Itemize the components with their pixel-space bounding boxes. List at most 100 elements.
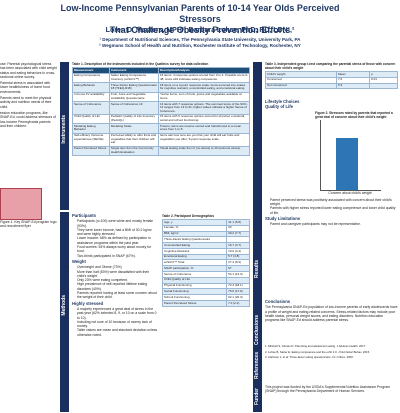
table-cell: In-home FV availability [72,91,110,102]
section-strip [60,212,69,412]
reference: 2. Lohse B, Satter E. Eating competence … [265,349,370,354]
table-row: Concerned 7.6 0.01 [265,76,398,84]
table-cell: ecSI2.0™ Total [161,259,228,267]
table-cell: Eating Competence [72,72,110,84]
table-row: Parent Perceived Stress 7.0 (2.2) [161,299,250,307]
table-row: Child Quality of Life [161,276,250,284]
table3-block: Table 3. Independent group t-test compar… [265,62,398,90]
bullet-list: Parent and caregiver participants may no… [265,222,398,226]
table-cell: Parent Perceived Stress [161,299,228,307]
table-caption: Table 3. Independent group t-test compar… [265,62,396,70]
paragraph: Parents need to meet the physical activi… [0,96,52,109]
table-cell: Emotional Eating [161,253,228,261]
table-row: Sense of Coherence 54.1 (13.3) [161,271,250,278]
table-caption: Table 1. Description of the instruments … [72,62,209,66]
table-row: Sense of Coherence Sense of Coherence 13 1… [72,100,251,115]
bullet: More than half (53%) were dissatisfied w… [77,270,158,279]
table-cell: Not concerned [265,82,337,90]
result-heading: Lifestyle Choices [265,99,300,104]
affiliations: ¹ Department of Nutritional Sciences, Th… [40,37,360,49]
figure-plot [320,119,381,191]
figure-caption: Figure 1. Key SNAP-Ed program logo and r… [0,220,57,229]
table-row: Social Functioning 75.6 (17.9) [161,288,250,296]
table-cell: 7.6 [335,76,371,84]
table-row: Child's weight Mean p [265,71,398,78]
table-cell [226,276,250,284]
table3: Child's weight Mean p Concerned 7.6 0.01 Not c… [265,71,398,90]
affiliation: ¹ Department of Nutritional Sciences, Th… [99,37,301,42]
figure-bar [336,137,358,190]
bullet: Food worries: 54% always worry about mon… [77,245,158,254]
table-cell: Child Quality of Life [161,276,228,284]
table-cell: SNAP participation, % [161,265,228,273]
table-row: Eating Behavior Three Factor Eating Quest… [72,82,251,93]
paragraph: Parental stress is associated with lower… [0,81,51,94]
paragraph: ession education programs, like SNAP-Ed,… [0,110,56,128]
left-column: ose: Parental psychological stress has b… [0,62,57,407]
bullet: Participants (n=100) were white and most… [77,219,158,228]
heading: Highly stressed [72,300,104,306]
bullet: Including not sure of 10 because of mone… [77,320,158,329]
table-cell: Modeling Eating Behavior [72,123,110,134]
table-row: Eating Competence Satter Eating Competenc… [72,72,251,84]
paragraph: ose: Parental psychological stress has b… [0,62,57,79]
bullet: A majority experienced a great deal of s… [77,307,158,320]
table-cell: Social Functioning [161,288,228,296]
table-row: Emotional Eating 5.7 (4.8) [161,253,250,261]
bullet: Parent perceived stress was positively a… [270,198,398,207]
bullet: Only 23% were eating competent. [77,278,158,282]
table-cell: Pediatric Quality of Life Inventory (Ped… [108,113,159,125]
table2: Age, y 41.1 (5.8) Female, % 93 BMI, kg/m² 30.… [161,219,250,307]
title-line: Low-Income Pennsylvanian Parents of 10-1… [60,3,340,24]
table-cell: Yes/no items; sum of fruits, juices and … [157,91,251,102]
table-cell: Modeling Scale [108,123,159,134]
section-label: Methods [61,295,67,316]
bullet: Overweight and Obese (73%) [77,265,158,269]
table-cell: Eating Behavior [72,82,110,93]
table-cell: Single item from the Community Health Ev… [108,145,159,156]
table-row: SNAP participation, % 67 [161,265,250,273]
paragraph: This project was funded by the USDA's Su… [265,385,391,394]
table-cell: Sense of Coherence 13 [108,100,159,115]
bullet: Lower income: 68% as defined by particip… [77,236,158,245]
table-cell: Self-efficacy Outcome expectancies (SE/O… [72,132,110,147]
table-row: School Functioning 62.1 (20.3) [161,294,250,301]
table-cell: Child Quality of Life [72,113,110,125]
table-row: Parent Perceived Stress Single item from … [72,145,251,156]
figure-image [0,188,42,221]
table-cell: 67 [226,265,250,273]
table-row: Not concerned 6.3 [265,82,398,90]
table-cell: Perceived ability to offer fruits and ve… [108,132,159,147]
table-cell: Sense of Coherence [161,271,228,278]
conclusions: Conclusions The Pennsylvania SNAP-Ed pop… [265,299,398,324]
table-cell: Sense of Coherence [72,100,110,115]
section-label: Results [254,260,260,279]
bullet: Two-thirds participated in SNAP (67%). [77,254,158,258]
table-cell: 54.1 (13.3) [226,271,250,278]
bullet-list: Overweight and Obese (73%)More than half… [72,265,158,299]
figure-caption: Figure 2. Stressors rated by parents tha… [315,110,393,119]
heading: Conclusions [265,299,291,304]
reference: 1. Mitchell S, Gilman D. Parenting and a… [265,344,367,348]
paragraph: The Pennsylvania SNAP-Ed population of l… [265,305,398,323]
table-cell: 75.6 (17.9) [226,288,250,296]
table-row: Child Quality of Life Pediatric Quality o… [72,113,251,125]
section-label: References [254,352,260,379]
table-cell: 18 items on a 4-point response scale; it… [157,82,251,93]
section-label: Funder [254,388,260,405]
table-cell: Fruit, Juice and Vegetable Availability … [108,91,159,102]
table-cell [369,82,398,90]
figure2-block: Lifestyle Choices Quality of Life Figure… [265,99,398,229]
table-cell: 6.3 [335,82,371,90]
table2-block: Table 2. Participant Demographics Age, y… [161,214,250,307]
poster-title: Low-Income Pennsylvanian Parents of 10-1… [40,3,360,36]
table-cell: 5.7 (4.8) [226,253,250,261]
funder: This project was funded by the USDA's Su… [265,385,398,396]
table-row: ecSI2.0™ Total 27.4 (8.3) [161,259,250,267]
table-cell: 72.4 (18.1) [226,282,250,290]
section-label: Conclusions [254,315,260,346]
reference: 3. Karlsson J, et al. Three-factor eatin… [265,355,354,359]
section-strip [253,62,262,412]
table-cell: Mean [335,71,371,78]
table-cell: Three Factor Eating Questionnaire 18 (TF… [108,82,159,93]
